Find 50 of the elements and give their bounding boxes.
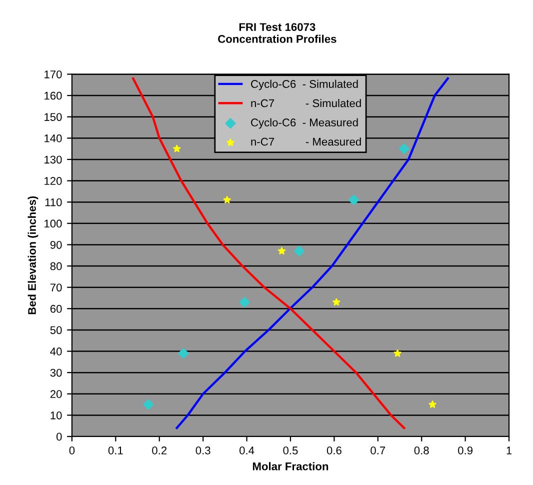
y-tick-label: 110 bbox=[45, 198, 62, 206]
point bbox=[278, 247, 286, 254]
x-tick-label: 0.9 bbox=[458, 446, 473, 454]
y-tick-label: 10 bbox=[50, 411, 62, 420]
x-tick-label: 0.6 bbox=[326, 446, 342, 454]
x-tick-label: 0.7 bbox=[370, 446, 386, 454]
point bbox=[398, 143, 410, 154]
legend-label: n-C7 - Simulated bbox=[251, 99, 361, 108]
point bbox=[332, 298, 340, 306]
y-tick-label: 20 bbox=[50, 390, 62, 398]
y-tick-label: 170 bbox=[44, 70, 62, 78]
legend-label: Cyclo-C6 - Measured bbox=[251, 118, 358, 129]
x-axis-title: Molar Fraction bbox=[252, 462, 328, 470]
x-tick-label: 0.1 bbox=[108, 446, 123, 454]
y-tick-label: 130 bbox=[44, 156, 62, 164]
legend-label: n-C7 - Measured bbox=[251, 138, 361, 146]
y-tick-label: 100 bbox=[44, 220, 62, 228]
point bbox=[394, 349, 402, 357]
y-tick-label: 140 bbox=[44, 134, 62, 142]
x-tick-label: 0.2 bbox=[152, 446, 167, 454]
x-tick-label: 0.5 bbox=[283, 446, 298, 454]
x-tick-label: 0.3 bbox=[196, 446, 210, 454]
point bbox=[428, 400, 436, 408]
point bbox=[294, 246, 305, 256]
point bbox=[178, 348, 189, 359]
y-tick-label: 150 bbox=[44, 113, 62, 121]
point bbox=[173, 144, 181, 152]
y-tick-label: 120 bbox=[44, 177, 62, 185]
x-tick-label: 0 bbox=[69, 446, 75, 454]
y-axis-title: Bed Elevation (inches) bbox=[28, 196, 38, 314]
point bbox=[348, 194, 360, 206]
x-tick-label: 1 bbox=[506, 446, 512, 454]
x-tick-label: 0.8 bbox=[414, 446, 429, 454]
point bbox=[223, 196, 231, 204]
y-tick-label: 40 bbox=[50, 348, 62, 356]
y-tick-label: 0 bbox=[56, 432, 62, 441]
point bbox=[143, 399, 154, 410]
y-tick-label: 70 bbox=[50, 284, 62, 292]
chart-title: FRI Test 16073 Concentration Profiles bbox=[218, 23, 336, 43]
legend-label: Cyclo-C6 - Simulated bbox=[251, 80, 358, 90]
y-tick-label: 30 bbox=[50, 368, 62, 377]
y-tick-label: 80 bbox=[50, 262, 62, 270]
y-tick-label: 60 bbox=[50, 304, 62, 313]
y-tick-label: 160 bbox=[44, 92, 62, 100]
line-series bbox=[132, 77, 406, 430]
x-tick-label: 0.4 bbox=[239, 446, 254, 454]
y-tick-label: 90 bbox=[50, 240, 62, 249]
point bbox=[239, 296, 250, 308]
line-series bbox=[176, 77, 449, 430]
y-tick-label: 50 bbox=[50, 326, 62, 334]
